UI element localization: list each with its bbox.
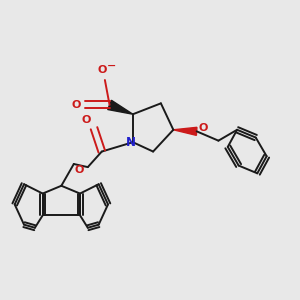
Polygon shape — [108, 100, 133, 114]
Polygon shape — [173, 127, 197, 135]
Text: O: O — [97, 65, 106, 75]
Text: O: O — [82, 116, 91, 125]
Text: O: O — [199, 123, 208, 133]
Text: −: − — [107, 61, 116, 71]
Text: O: O — [74, 165, 84, 175]
Text: O: O — [71, 100, 81, 110]
Text: N: N — [125, 136, 135, 149]
